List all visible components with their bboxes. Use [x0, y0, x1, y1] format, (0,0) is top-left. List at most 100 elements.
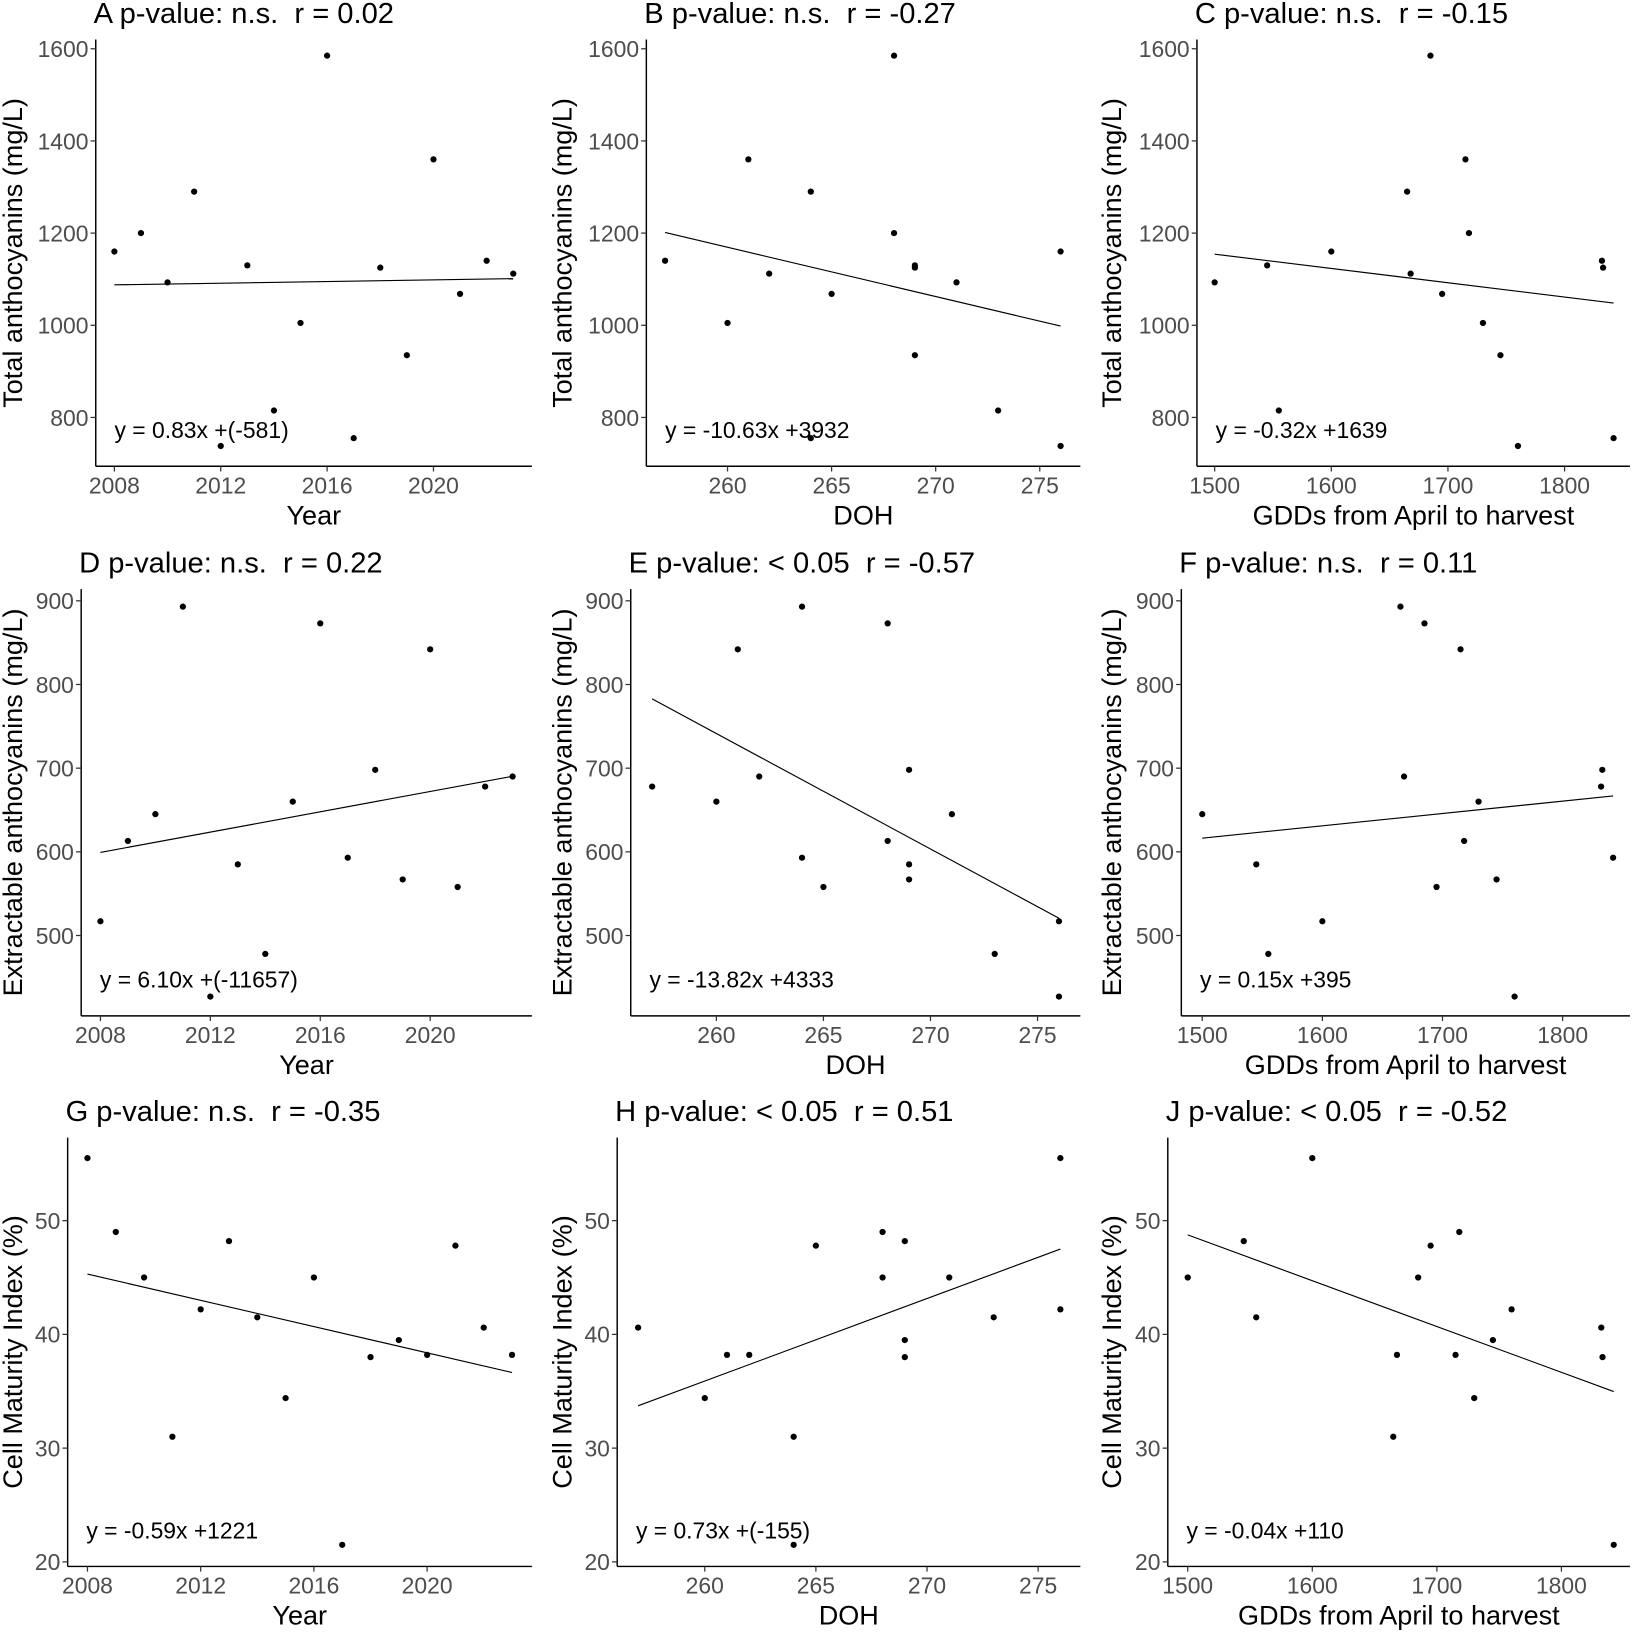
data-point: [953, 279, 960, 286]
data-point: [948, 811, 956, 818]
y-axis-title: Extractable anthocyanins (mg/L): [547, 609, 577, 997]
data-point: [911, 352, 918, 359]
data-point: [456, 290, 464, 298]
data-point: [807, 435, 814, 442]
data-point: [1057, 442, 1064, 450]
regression-equation: y = -0.59x +1221: [86, 1517, 258, 1543]
y-tick-label: 800: [36, 672, 74, 698]
x-tick-label: 275: [1021, 472, 1059, 498]
y-tick-label: 500: [585, 923, 623, 949]
x-axis-title: GDDs from April to harvest: [1245, 1050, 1567, 1080]
data-point: [1211, 279, 1218, 286]
data-point: [454, 883, 461, 891]
data-point: [140, 1274, 148, 1281]
y-axis-title: Total anthocyanins (mg/L): [0, 98, 28, 408]
data-point: [1456, 1228, 1463, 1236]
data-point: [723, 1351, 731, 1358]
data-point: [1598, 1324, 1605, 1331]
panel-title: E p-value: < 0.05 r = -0.57: [629, 547, 975, 579]
x-axis-title: GDDs from April to harvest: [1238, 1601, 1560, 1631]
x-tick-label: 260: [697, 1022, 735, 1048]
data-point: [1599, 264, 1607, 271]
panel-h: H p-value: < 0.05 r = 0.51 260 265 270 275 20…: [547, 1096, 1081, 1631]
panel-e: E p-value: < 0.05 r = -0.57 260 265 270 275 5…: [547, 547, 1081, 1080]
data-point: [1457, 646, 1464, 653]
y-axis-title: Cell Maturity Index (%): [0, 1215, 28, 1489]
y-tick-label: 50: [1135, 1208, 1160, 1234]
data-point: [323, 52, 331, 59]
data-point: [649, 783, 656, 790]
data-point: [403, 352, 410, 359]
data-point: [427, 646, 434, 653]
data-point: [510, 270, 517, 277]
panel-title: H p-value: < 0.05 r = 0.51: [615, 1096, 953, 1128]
data-point: [1400, 773, 1408, 780]
y-tick-label: 40: [584, 1322, 609, 1348]
x-tick-label: 270: [911, 1022, 949, 1048]
y-tick-label: 600: [36, 839, 74, 865]
y-tick-label: 600: [585, 839, 623, 865]
y-tick-label: 30: [584, 1435, 609, 1461]
data-point: [1328, 248, 1335, 255]
data-point: [262, 950, 269, 958]
regression-equation: y = 6.10x +(-11657): [100, 967, 298, 993]
regression-equation: y = -10.63x +3932: [665, 417, 849, 443]
data-point: [1275, 407, 1282, 414]
y-tick-label: 20: [35, 1549, 60, 1575]
data-point: [905, 766, 913, 773]
data-point: [807, 188, 814, 195]
data-point: [1514, 442, 1522, 450]
regression-equation: y = -13.82x +4333: [649, 967, 833, 993]
data-point: [1462, 156, 1469, 163]
panel-d: D p-value: n.s. r = 0.22 2008 2012 2016 2020…: [0, 547, 532, 1080]
panel-a: A p-value: n.s. r = 0.02 2008 2012 2016 2020…: [0, 0, 532, 531]
y-tick-label: 30: [1135, 1435, 1160, 1461]
data-point: [244, 262, 251, 269]
y-tick-label: 800: [585, 672, 623, 698]
y-tick-label: 50: [584, 1208, 609, 1234]
data-point: [1610, 435, 1617, 442]
data-point: [225, 1237, 233, 1245]
data-point: [1465, 229, 1473, 237]
data-point: [1390, 1433, 1397, 1440]
data-point: [798, 854, 806, 861]
x-tick-label: 265: [797, 1572, 835, 1598]
x-axis-title: Year: [272, 1601, 327, 1631]
y-tick-label: 800: [601, 405, 639, 431]
data-point: [112, 1228, 119, 1236]
data-point: [946, 1274, 953, 1281]
data-point: [911, 264, 918, 271]
regression-equation: y = 0.83x +(-581): [114, 417, 288, 443]
data-point: [197, 1306, 204, 1313]
data-point: [317, 620, 324, 627]
x-tick-label: 2012: [185, 1022, 236, 1048]
panel-b: B p-value: n.s. r = -0.27 260 265 270 275 800…: [547, 0, 1081, 531]
y-axis-title: Cell Maturity Index (%): [1097, 1215, 1127, 1489]
x-tick-label: 270: [908, 1572, 946, 1598]
panel-j: J p-value: < 0.05 r = -0.52 1500 1600 1700 1…: [1097, 1096, 1630, 1631]
data-point: [1598, 257, 1606, 264]
data-point: [1609, 854, 1617, 861]
data-point: [1461, 837, 1468, 845]
data-point: [84, 1154, 91, 1162]
x-tick-label: 1800: [1537, 1022, 1588, 1048]
x-tick-label: 1600: [1306, 472, 1357, 498]
y-tick-label: 700: [36, 755, 74, 781]
data-point: [367, 1354, 374, 1361]
data-point: [1057, 248, 1064, 255]
data-point: [798, 603, 806, 610]
data-point: [1184, 1274, 1191, 1281]
data-point: [701, 1394, 708, 1402]
data-point: [1599, 1354, 1606, 1361]
panel-title: F p-value: n.s. r = 0.11: [1179, 547, 1477, 579]
data-point: [1508, 1306, 1515, 1313]
data-point: [995, 407, 1002, 414]
data-point: [991, 950, 998, 958]
y-axis-title: Total anthocyanins (mg/L): [547, 98, 577, 408]
data-point: [234, 861, 241, 868]
data-point: [508, 1351, 516, 1358]
x-tick-label: 1600: [1287, 1572, 1338, 1598]
y-tick-label: 50: [35, 1208, 60, 1234]
y-tick-label: 800: [1151, 405, 1189, 431]
